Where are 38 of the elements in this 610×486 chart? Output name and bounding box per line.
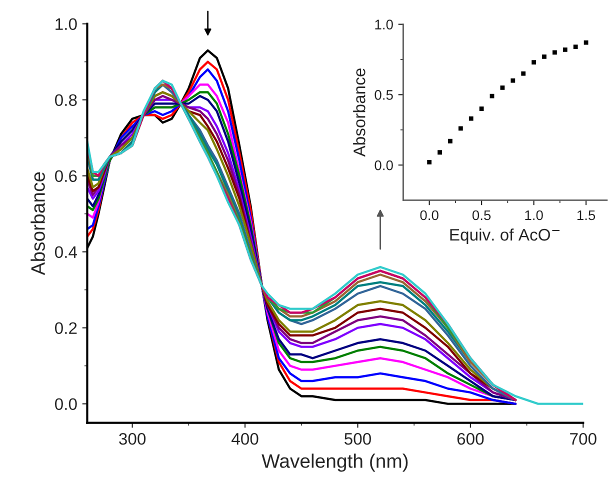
point	[573, 44, 578, 50]
x-tick-label: 400	[232, 432, 258, 445]
point	[479, 106, 484, 111]
point	[458, 126, 463, 131]
point	[448, 138, 452, 144]
point	[468, 116, 474, 121]
y-tick-label: 0.6	[54, 170, 77, 182]
x-tick-label: 300	[119, 432, 146, 445]
y-tick-label: 0.4	[54, 246, 78, 258]
x-tick-label: 1.5	[577, 210, 596, 220]
point	[584, 40, 588, 45]
x-axis-title: Wavelength (nm)	[262, 454, 408, 472]
y-tick-label: 0.5	[374, 90, 393, 100]
point	[521, 71, 526, 76]
y-tick-label: 0.2	[54, 322, 77, 334]
point	[552, 50, 557, 55]
y-tick-label: 0.0	[54, 398, 77, 410]
point	[427, 160, 432, 164]
x-tick-label: 0.0	[420, 210, 438, 220]
x-tick-label: 600	[457, 432, 484, 445]
y-axis-title: Absorbance	[30, 172, 45, 276]
x-tick-label: 1.0	[525, 210, 543, 220]
x-axis-title: Equiv. of AcO$^{−}$	[450, 228, 560, 244]
y-tick-label: 0.8	[54, 94, 77, 106]
x-tick-label: 500	[344, 432, 371, 445]
point	[500, 85, 505, 90]
point	[490, 94, 494, 98]
point	[562, 47, 568, 52]
x-tick-label: 0.5	[472, 210, 491, 220]
point	[542, 54, 546, 59]
y-tick-label: 1.0	[56, 18, 77, 30]
point	[532, 60, 536, 64]
y-tick-label: 0.0	[374, 160, 393, 170]
x-tick-label: 700	[570, 432, 596, 445]
y-tick-label: 1.0	[375, 20, 393, 30]
y-axis-title: Absorbance	[353, 68, 366, 157]
point	[510, 78, 516, 83]
point	[438, 150, 442, 155]
